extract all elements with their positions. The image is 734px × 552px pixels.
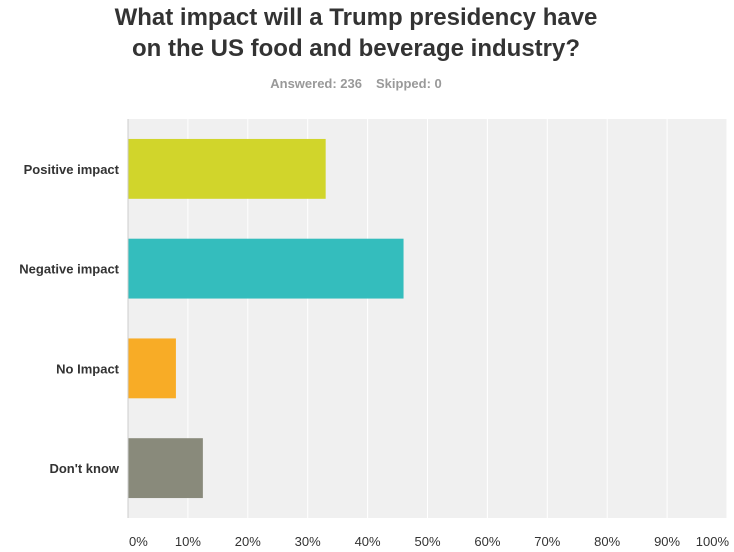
- x-tick-label: 60%: [474, 534, 500, 549]
- bar-2: [128, 238, 404, 299]
- answered-count: Answered: 236: [270, 76, 362, 91]
- x-tick-label: 90%: [654, 534, 680, 549]
- x-tick-label: 0%: [129, 534, 148, 549]
- chart-title-line-2: on the US food and beverage industry?: [131, 35, 581, 62]
- response-summary: Answered: 236 Skipped: 0: [0, 76, 712, 91]
- category-label: Positive impact: [24, 162, 120, 177]
- x-tick-label: 10%: [175, 534, 201, 549]
- chart-title-line-1: What impact will a Trump presidency have: [114, 4, 598, 31]
- x-tick-label: 50%: [414, 534, 440, 549]
- category-label: No Impact: [56, 361, 120, 376]
- category-label: Don't know: [49, 461, 119, 476]
- bar-1: [128, 138, 326, 199]
- x-tick-label: 80%: [594, 534, 620, 549]
- x-tick-label: 100%: [696, 534, 730, 549]
- x-tick-label: 30%: [295, 534, 321, 549]
- category-label: Negative impact: [19, 262, 119, 277]
- x-tick-label: 20%: [235, 534, 261, 549]
- chart-title: What impact will a Trump presidency have…: [0, 2, 712, 64]
- bar-3: [128, 338, 176, 399]
- skipped-count: Skipped: 0: [376, 76, 442, 91]
- bar-4: [128, 438, 203, 499]
- x-tick-label: 40%: [355, 534, 381, 549]
- x-tick-label: 70%: [534, 534, 560, 549]
